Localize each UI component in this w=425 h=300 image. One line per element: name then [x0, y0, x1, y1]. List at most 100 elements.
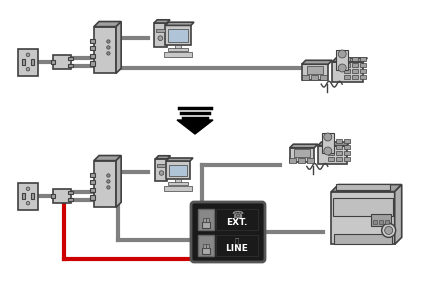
Circle shape [382, 224, 396, 237]
Bar [53, 55, 71, 69]
Polygon shape [166, 158, 193, 161]
Circle shape [338, 64, 346, 72]
Bar [336, 152, 342, 155]
Bar [336, 50, 348, 70]
Polygon shape [94, 155, 121, 160]
Circle shape [26, 53, 30, 57]
Polygon shape [116, 22, 121, 74]
Polygon shape [156, 156, 170, 159]
Text: LINE: LINE [226, 244, 249, 253]
Bar [94, 27, 116, 74]
Polygon shape [116, 155, 121, 207]
Bar [90, 54, 95, 58]
Polygon shape [177, 120, 213, 134]
Polygon shape [332, 184, 402, 192]
Bar [307, 66, 323, 74]
Bar [90, 46, 95, 50]
Bar [216, 209, 258, 230]
Bar [68, 64, 73, 68]
Bar [334, 234, 392, 244]
Bar [360, 69, 366, 73]
Bar [344, 63, 350, 67]
Bar [68, 198, 73, 201]
Circle shape [26, 201, 30, 205]
Circle shape [107, 40, 110, 43]
Bar [90, 188, 95, 192]
Bar [156, 28, 165, 32]
Bar [352, 69, 358, 73]
Bar [198, 235, 214, 256]
Bar [51, 60, 55, 64]
Bar [294, 149, 310, 157]
Bar [90, 196, 95, 200]
Bar [344, 57, 350, 61]
Circle shape [26, 187, 30, 190]
Circle shape [338, 50, 346, 58]
Bar [203, 218, 206, 222]
Polygon shape [332, 58, 367, 62]
Bar [202, 222, 210, 228]
Circle shape [107, 186, 110, 189]
Bar [169, 165, 187, 176]
Bar [336, 184, 390, 190]
Polygon shape [165, 22, 194, 26]
Bar [51, 194, 55, 198]
Bar [373, 220, 377, 224]
Text: 🔌: 🔌 [235, 238, 239, 244]
Bar [198, 209, 214, 230]
Bar [385, 220, 389, 224]
Bar [336, 158, 342, 161]
Bar [344, 158, 350, 161]
Bar [206, 218, 209, 222]
Bar [68, 190, 73, 194]
Bar [206, 244, 209, 248]
Bar [168, 182, 188, 185]
Polygon shape [318, 142, 350, 146]
Polygon shape [302, 60, 332, 64]
Bar [18, 182, 38, 209]
Bar [22, 59, 25, 65]
Bar [328, 152, 334, 155]
Bar [90, 180, 95, 184]
Bar [90, 38, 95, 43]
Polygon shape [290, 144, 318, 148]
Bar [379, 220, 383, 224]
Bar [307, 158, 314, 163]
Bar [164, 52, 192, 57]
Bar [158, 164, 165, 167]
Circle shape [385, 226, 393, 234]
Bar [202, 248, 210, 254]
Bar [175, 45, 181, 50]
Bar [322, 133, 334, 153]
Bar [328, 146, 334, 149]
Bar [360, 57, 366, 61]
Text: EXT.: EXT. [226, 218, 248, 227]
Circle shape [324, 147, 332, 155]
Bar [344, 140, 350, 143]
Polygon shape [94, 22, 121, 27]
Bar [328, 140, 334, 143]
Bar [302, 64, 328, 80]
Bar [165, 26, 191, 45]
Bar [164, 186, 192, 191]
Bar [360, 75, 366, 79]
Bar [290, 148, 314, 162]
Bar [336, 146, 342, 149]
Bar [311, 75, 318, 80]
Bar [332, 62, 363, 82]
Bar [352, 57, 358, 61]
Bar [352, 63, 358, 67]
Circle shape [107, 52, 110, 55]
Bar [344, 75, 350, 79]
Bar [53, 189, 71, 203]
Polygon shape [154, 20, 170, 23]
Bar [336, 140, 342, 143]
Bar [289, 158, 296, 163]
Bar [175, 179, 181, 184]
Bar [371, 214, 391, 226]
Circle shape [158, 36, 163, 40]
Bar [18, 49, 38, 76]
Bar [94, 160, 116, 207]
Bar [166, 161, 190, 179]
Bar [320, 75, 327, 80]
